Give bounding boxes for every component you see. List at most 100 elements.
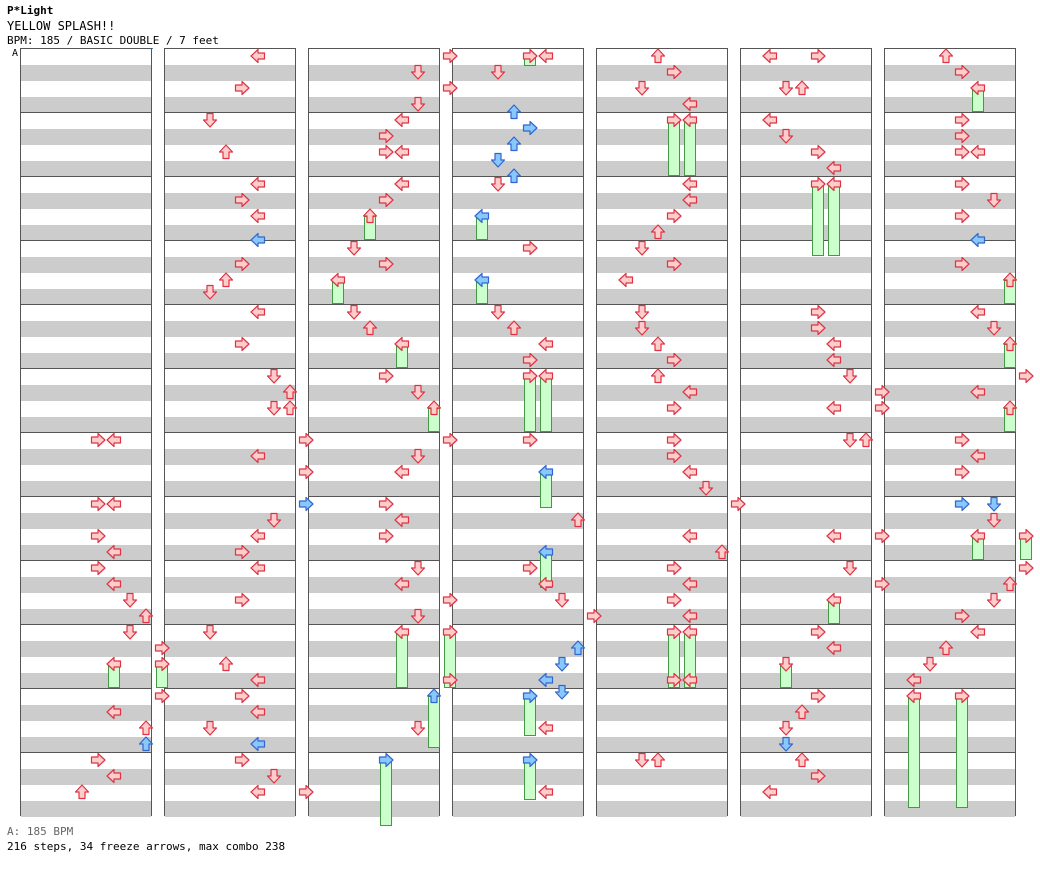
step-arrow-up-icon [794,752,810,768]
step-arrow-down-icon [986,192,1002,208]
step-arrow-right-icon [874,400,890,416]
beat-stripe [165,673,295,689]
beat-stripe [165,641,295,657]
measure-line [741,176,871,177]
step-arrow-up-icon [794,704,810,720]
step-arrow-right-icon [522,432,538,448]
beat-stripe [597,257,727,273]
step-arrow-down-icon [490,152,506,168]
step-arrow-left-icon [682,576,698,592]
step-arrow-right-icon [234,80,250,96]
beat-stripe [597,417,727,433]
step-arrow-up-icon [74,784,90,800]
measure-line [165,688,295,689]
step-arrow-right-icon [378,144,394,160]
step-arrow-up-icon [1002,336,1018,352]
step-arrow-down-icon [122,624,138,640]
step-arrow-up-icon [282,384,298,400]
step-arrow-right-icon [666,560,682,576]
step-arrow-right-icon [810,304,826,320]
step-arrow-down-icon [986,512,1002,528]
step-arrow-left-icon [970,384,986,400]
step-arrow-left-icon [250,176,266,192]
beat-stripe [741,545,871,561]
chart-column [164,48,296,817]
step-arrow-down-icon [634,240,650,256]
step-arrow-right-icon [378,752,394,768]
beat-stripe [21,193,151,209]
step-arrow-right-icon [522,368,538,384]
beat-stripe [741,321,871,337]
step-arrow-right-icon [522,560,538,576]
measure-line [309,560,439,561]
step-arrow-left-icon [106,768,122,784]
step-arrow-right-icon [730,496,746,512]
beat-stripe [309,385,439,401]
step-arrow-right-icon [378,528,394,544]
step-arrow-down-icon [634,752,650,768]
step-arrow-up-icon [1002,272,1018,288]
beat-stripe [741,417,871,433]
step-arrow-right-icon [298,784,314,800]
beat-stripe [597,609,727,625]
chart-group-title: P*Light [7,4,54,17]
step-arrow-left-icon [106,576,122,592]
freeze-arrow-body [524,376,536,432]
step-arrow-left-icon [250,208,266,224]
step-arrow-right-icon [234,544,250,560]
step-arrow-right-icon [874,576,890,592]
song-title: YELLOW SPLASH!! [7,19,116,33]
beat-stripe [453,609,583,625]
beat-stripe [309,321,439,337]
step-arrow-up-icon [426,688,442,704]
beat-stripe [741,801,871,817]
step-arrow-right-icon [522,120,538,136]
step-arrow-up-icon [1002,576,1018,592]
step-arrow-down-icon [410,560,426,576]
step-arrow-right-icon [154,640,170,656]
step-arrow-right-icon [378,368,394,384]
freeze-arrow-body [828,184,840,256]
beat-stripe [741,449,871,465]
beat-stripe [741,577,871,593]
measure-line [165,496,295,497]
step-arrow-right-icon [954,432,970,448]
beat-stripe [741,769,871,785]
beat-stripe [165,481,295,497]
step-arrow-right-icon [666,352,682,368]
step-arrow-right-icon [90,752,106,768]
beat-stripe [885,321,1015,337]
step-arrow-right-icon [874,384,890,400]
beat-stripe [21,577,151,593]
measure-line [741,304,871,305]
beat-stripe [165,353,295,369]
step-arrow-down-icon [778,656,794,672]
beat-stripe [165,161,295,177]
beat-stripe [21,769,151,785]
beat-stripe [309,769,439,785]
measure-line [885,368,1015,369]
beat-stripe [597,769,727,785]
measure-line [741,368,871,369]
step-arrow-down-icon [202,112,218,128]
beat-stripe [885,449,1015,465]
measure-line [597,752,727,753]
measure-line [741,496,871,497]
beat-stripe [165,65,295,81]
step-arrow-left-icon [106,656,122,672]
beat-stripe [309,545,439,561]
measure-line [309,240,439,241]
step-arrow-right-icon [586,608,602,624]
step-arrow-down-icon [410,96,426,112]
step-arrow-down-icon [410,384,426,400]
step-arrow-up-icon [650,224,666,240]
step-arrow-up-icon [138,736,154,752]
beat-stripe [885,737,1015,753]
measure-line [21,368,151,369]
beat-stripe [453,353,583,369]
step-arrow-left-icon [970,304,986,320]
step-arrow-up-icon [362,320,378,336]
beat-stripe [21,641,151,657]
step-arrow-right-icon [90,528,106,544]
beat-stripe [597,65,727,81]
